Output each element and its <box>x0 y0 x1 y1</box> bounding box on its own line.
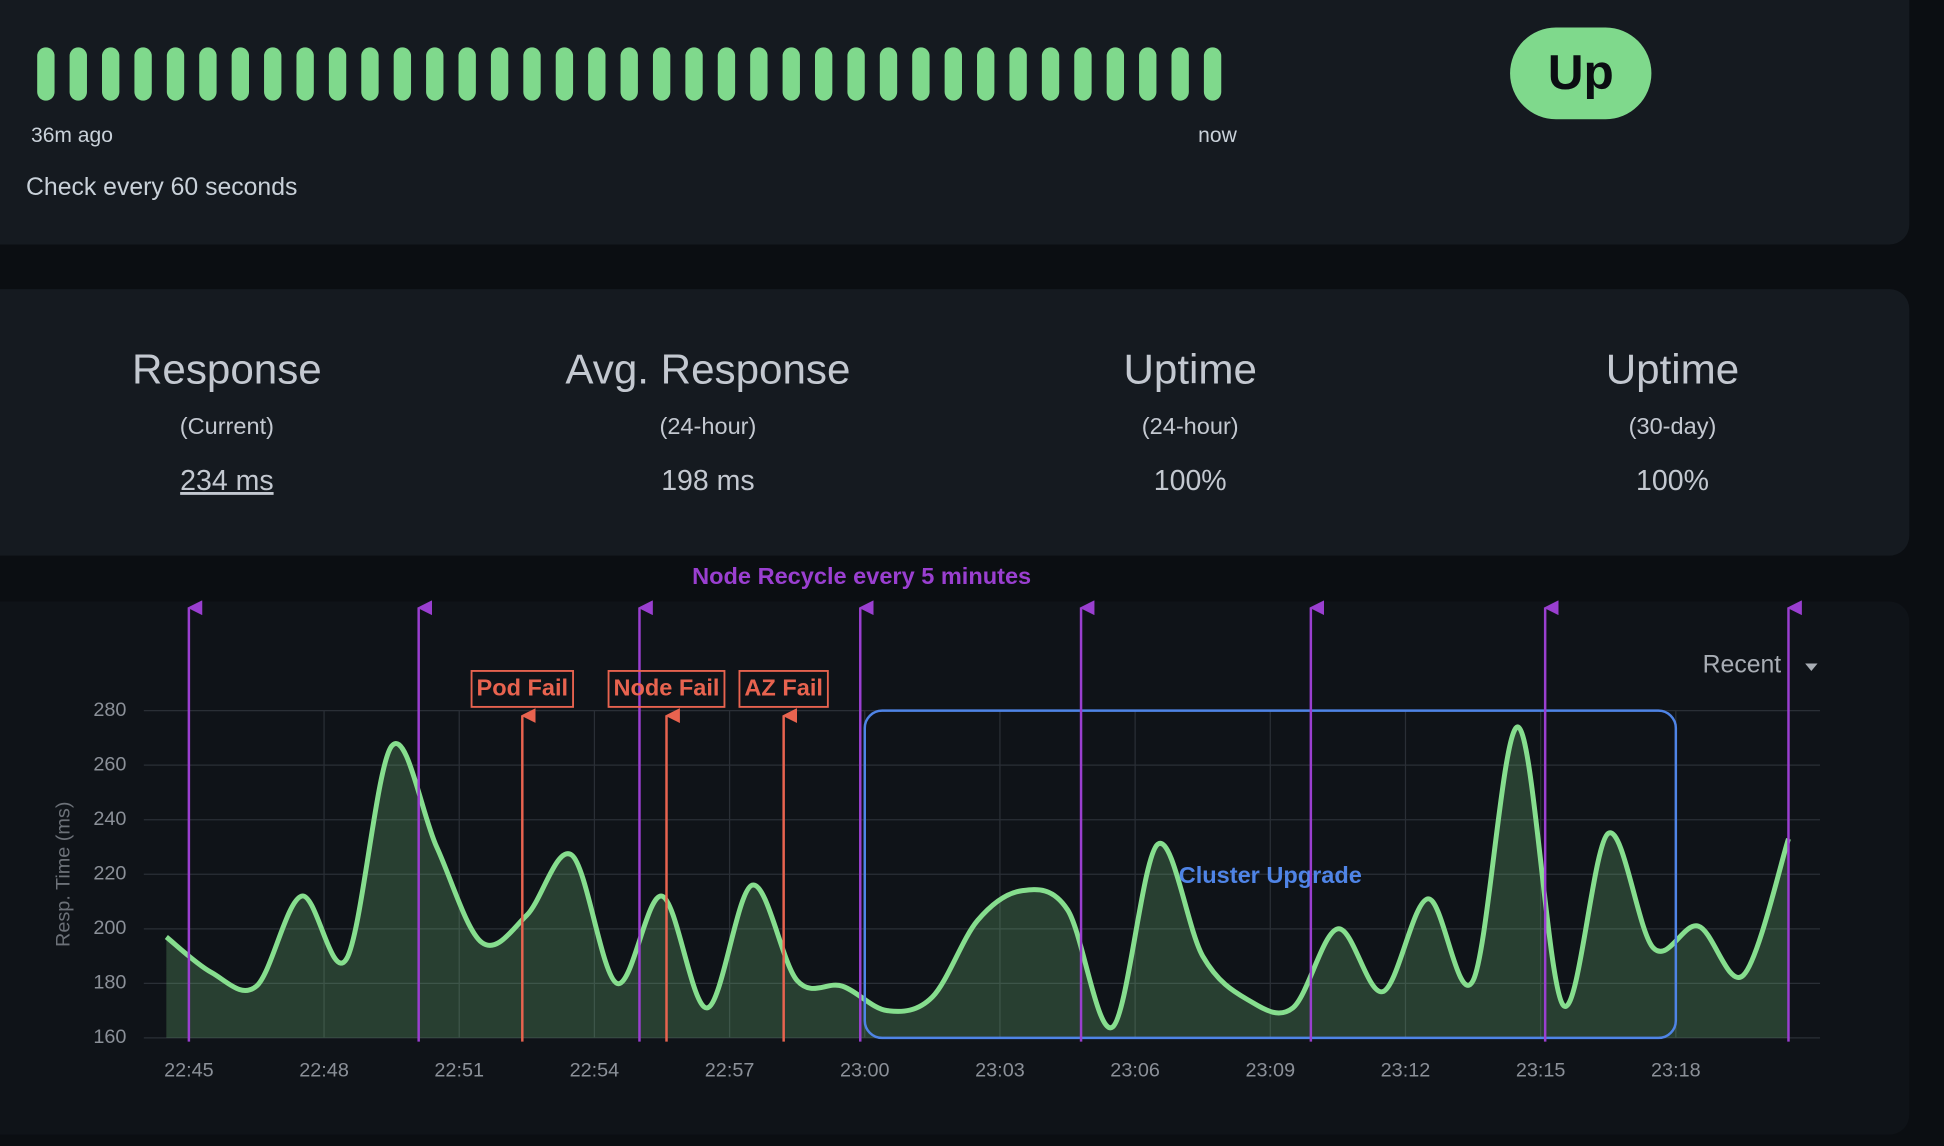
x-tick-label: 22:45 <box>164 1060 214 1082</box>
chart-panel <box>0 601 1910 1135</box>
beat <box>620 47 638 101</box>
x-tick-label: 23:15 <box>1516 1060 1566 1082</box>
beat <box>328 47 347 101</box>
x-tick-label: 22:48 <box>299 1060 349 1082</box>
beat <box>1106 47 1125 101</box>
stat-value[interactable]: 234 ms <box>180 465 273 497</box>
y-tick-label: 220 <box>93 863 126 885</box>
event-box <box>607 670 726 708</box>
y-tick-label: 240 <box>93 808 126 830</box>
start-label: 36m ago <box>31 124 113 147</box>
status-badge <box>1510 27 1652 120</box>
event-label: AZ Fail <box>744 675 823 701</box>
x-tick-label: 22:54 <box>570 1060 620 1082</box>
stat-title: Avg. Response <box>565 345 850 392</box>
beat <box>750 47 768 101</box>
beat <box>1171 47 1189 101</box>
x-tick-label: 23:03 <box>975 1060 1025 1082</box>
beat <box>1203 47 1222 101</box>
x-tick-label: 22:51 <box>434 1060 484 1082</box>
event-label: Pod Fail <box>477 675 569 701</box>
beat <box>102 47 120 101</box>
beat <box>199 47 217 101</box>
beat <box>912 47 930 101</box>
beat <box>588 47 606 101</box>
interval: Check every 60 seconds <box>26 174 297 201</box>
chart: 160 180 200 220 240 260 280 22:45 22:48 22:51 22:5… <box>53 563 1821 1082</box>
beat <box>685 47 703 101</box>
beat <box>1009 47 1027 101</box>
stat-value: 100% <box>1154 465 1227 497</box>
x-tick-label: 23:18 <box>1651 1060 1701 1082</box>
stats-panel <box>0 289 1910 556</box>
beat <box>264 47 282 101</box>
x-tick-label: 23:00 <box>840 1060 890 1082</box>
stat-value: 100% <box>1636 465 1709 497</box>
event-box <box>738 670 829 708</box>
beat <box>490 47 509 101</box>
y-tick-label: 280 <box>93 699 126 721</box>
beat <box>847 47 865 101</box>
y-tick-label: 200 <box>93 917 126 939</box>
beat <box>814 47 833 101</box>
beat <box>231 47 250 101</box>
beat <box>426 47 444 101</box>
heartbeat-bar <box>37 47 1222 101</box>
event-label: Node Fail <box>614 675 720 701</box>
stat-subtitle: (24-hour) <box>660 413 757 439</box>
dropdown-caret[interactable] <box>1805 663 1818 671</box>
x-tick-label: 23:06 <box>1110 1060 1160 1082</box>
line <box>164 724 1791 1031</box>
x-tick-label: 23:12 <box>1381 1060 1431 1082</box>
x-tick-label: 22:57 <box>705 1060 755 1082</box>
stat-title: Uptime <box>1123 345 1256 392</box>
y-tick-label: 260 <box>93 753 126 775</box>
beat <box>393 47 412 101</box>
event-box <box>470 670 574 708</box>
beat <box>296 47 314 101</box>
stat-subtitle: (30-day) <box>1629 413 1717 439</box>
stats: Response (Current) 234 ms Avg. Response (24-… <box>132 345 1739 497</box>
beat <box>361 47 379 101</box>
beat <box>944 47 962 101</box>
status-panel <box>0 0 1910 245</box>
stat-title: Uptime <box>1606 345 1739 392</box>
stat-title: Response <box>132 345 322 392</box>
y-tick-label: 160 <box>93 1026 126 1048</box>
beat <box>1041 47 1060 101</box>
y-tick-label: 180 <box>93 972 126 994</box>
region <box>863 709 1678 1040</box>
y-axis-label: Resp. Time (ms) <box>53 802 75 947</box>
dropdown[interactable]: Recent <box>1703 652 1782 679</box>
beat <box>1139 47 1157 101</box>
beat <box>782 47 800 101</box>
beat <box>69 47 87 101</box>
area <box>166 726 1789 1038</box>
stat-value: 198 ms <box>661 465 754 497</box>
beat <box>458 47 476 101</box>
recycle-label: Node Recycle every 5 minutes <box>692 563 1031 589</box>
beat <box>166 47 185 101</box>
beat <box>37 47 55 101</box>
beat <box>717 47 736 101</box>
beat <box>652 47 671 101</box>
stat-subtitle: (Current) <box>180 413 274 439</box>
beat <box>879 47 898 101</box>
beat <box>977 47 995 101</box>
status-text: Up <box>1548 44 1614 100</box>
x-tick-label: 23:09 <box>1245 1060 1295 1082</box>
beat <box>555 47 574 101</box>
beat <box>134 47 152 101</box>
stat-subtitle: (24-hour) <box>1142 413 1239 439</box>
end-label: now <box>1198 124 1237 147</box>
region-label: Cluster Upgrade <box>1179 862 1362 888</box>
beat <box>523 47 541 101</box>
beat <box>1074 47 1092 101</box>
